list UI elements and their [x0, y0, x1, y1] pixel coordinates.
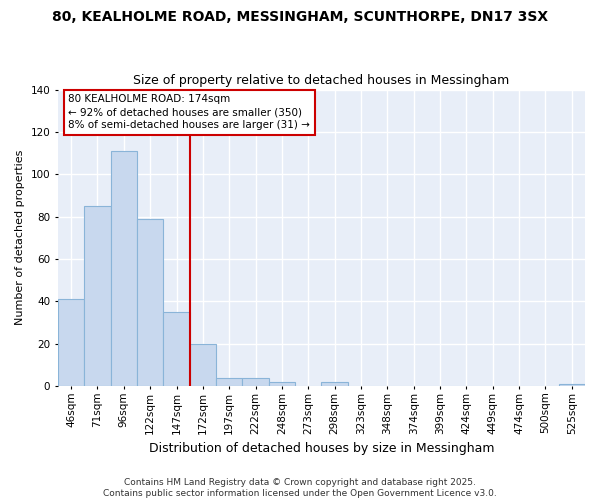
- Bar: [163, 312, 190, 386]
- X-axis label: Distribution of detached houses by size in Messingham: Distribution of detached houses by size …: [149, 442, 494, 455]
- Bar: [110, 151, 137, 386]
- Bar: [58, 299, 84, 386]
- Bar: [84, 206, 110, 386]
- Bar: [559, 384, 585, 386]
- Bar: [137, 218, 163, 386]
- Bar: [216, 378, 242, 386]
- Bar: [269, 382, 295, 386]
- Bar: [322, 382, 348, 386]
- Title: Size of property relative to detached houses in Messingham: Size of property relative to detached ho…: [133, 74, 509, 87]
- Bar: [242, 378, 269, 386]
- Text: Contains HM Land Registry data © Crown copyright and database right 2025.
Contai: Contains HM Land Registry data © Crown c…: [103, 478, 497, 498]
- Text: 80 KEALHOLME ROAD: 174sqm
← 92% of detached houses are smaller (350)
8% of semi-: 80 KEALHOLME ROAD: 174sqm ← 92% of detac…: [68, 94, 310, 130]
- Text: 80, KEALHOLME ROAD, MESSINGHAM, SCUNTHORPE, DN17 3SX: 80, KEALHOLME ROAD, MESSINGHAM, SCUNTHOR…: [52, 10, 548, 24]
- Y-axis label: Number of detached properties: Number of detached properties: [15, 150, 25, 326]
- Bar: [190, 344, 216, 386]
